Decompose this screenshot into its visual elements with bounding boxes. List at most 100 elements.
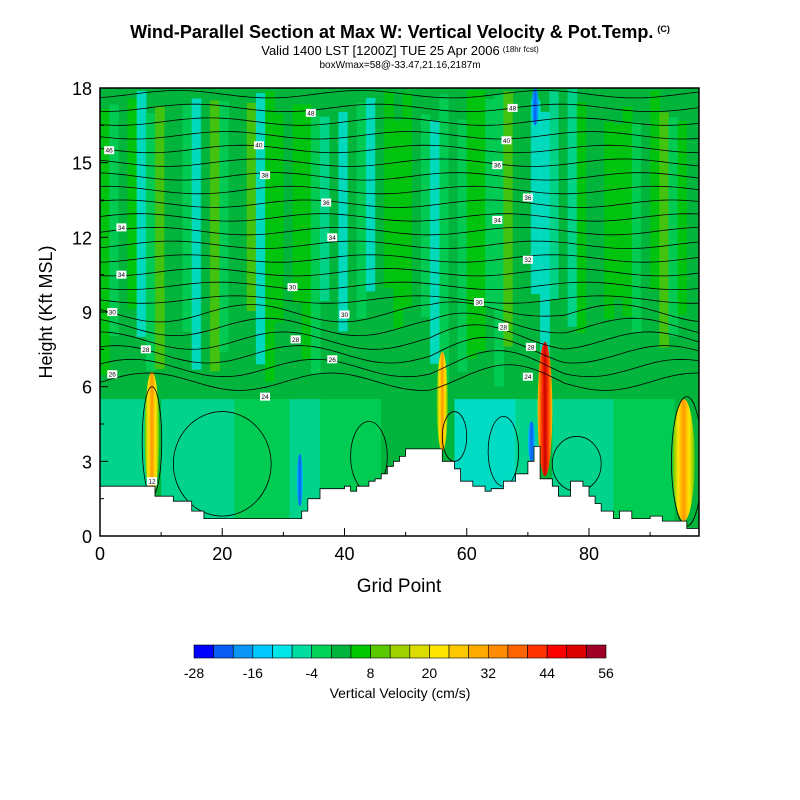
svg-text:40: 40 [503, 138, 511, 145]
svg-text:30: 30 [109, 310, 117, 317]
isentrope [100, 336, 699, 364]
velocity-band [246, 102, 257, 312]
velocity-band [210, 100, 220, 372]
colorbar-swatch [546, 644, 568, 659]
colorbar-swatch [487, 644, 509, 659]
svg-text:30: 30 [289, 285, 297, 292]
x-axis-label: Grid Point [357, 576, 442, 597]
y-tick-label: 0 [82, 527, 92, 547]
isentrope [100, 172, 699, 181]
isentrope [100, 103, 699, 112]
y-axis: 0 3 6 9 12 15 18 [72, 79, 108, 547]
contour-label: 28 [498, 322, 509, 331]
velocity-band [585, 107, 596, 345]
isentrope [100, 131, 699, 140]
colorbar-swatch [311, 644, 332, 659]
velocity-band [494, 94, 505, 387]
velocity-bands [100, 88, 699, 387]
colorbar: -28 -16 -4 8 20 32 44 56 [184, 644, 614, 681]
svg-text:26: 26 [329, 357, 337, 364]
colorbar-tick-label: -4 [305, 665, 318, 681]
velocity-band [365, 97, 376, 292]
y-tick-label: 6 [82, 378, 92, 398]
colorbar-swatch [586, 644, 607, 659]
colorbar-swatch [429, 644, 450, 659]
colorbar-tick-label: 44 [539, 665, 555, 681]
contour-label: 40 [501, 136, 512, 145]
valid-time-text: Valid 1400 LST [1200Z] TUE 25 Apr 2006 [261, 43, 500, 58]
svg-text:40: 40 [255, 143, 263, 150]
svg-text:38: 38 [261, 173, 269, 180]
y-tick-label: 18 [72, 79, 92, 99]
velocity-band [448, 88, 459, 334]
velocity-band [219, 101, 229, 352]
velocity-band [237, 105, 248, 364]
colorbar-tick-label: -28 [184, 665, 204, 681]
colorbar-tick-label: 20 [422, 665, 438, 681]
velocity-band [430, 120, 440, 364]
velocity-band [485, 99, 495, 308]
updraft-core [436, 351, 448, 452]
contour-label: 24 [260, 392, 271, 401]
updraft-core [144, 371, 160, 497]
isentrope [100, 301, 699, 323]
isentrope [100, 213, 699, 222]
velocity-band [640, 111, 651, 305]
isentrope [100, 295, 699, 304]
svg-text:30: 30 [341, 312, 349, 319]
colorbar-swatch [389, 644, 411, 659]
colorbar-swatch [193, 644, 214, 659]
velocity-band [173, 104, 184, 292]
isentrope [100, 350, 699, 378]
velocity-band [668, 117, 679, 337]
colorbar-swatch [213, 644, 234, 659]
isentrope [100, 117, 699, 126]
velocity-band [228, 122, 239, 363]
colorbar-swatch [527, 644, 548, 659]
velocity-band [274, 113, 284, 323]
velocity-band [191, 98, 202, 370]
velocity-band [686, 101, 697, 341]
updraft-core [672, 399, 695, 522]
contour-label: 34 [327, 233, 338, 242]
box-wmax-line: boxWmax=58@-33.47,21.16,2187m [319, 60, 481, 71]
colorbar-swatch [331, 644, 352, 659]
velocity-band [109, 104, 119, 337]
velocity-band [420, 114, 431, 318]
colorbar-swatch [370, 644, 391, 659]
colorbar-swatch [291, 644, 313, 659]
velocity-band [283, 100, 294, 344]
isentrope [100, 254, 699, 263]
isentrope [100, 364, 699, 391]
y-tick-label: 12 [72, 228, 92, 248]
velocity-band [466, 89, 477, 359]
velocity-band [521, 116, 532, 342]
velocity-band [503, 91, 514, 347]
velocity-band [292, 104, 303, 304]
colorbar-swatch [350, 644, 371, 659]
contour-label: 48 [305, 108, 316, 117]
svg-text:34: 34 [118, 225, 126, 232]
isentrope [100, 281, 699, 290]
x-tick-label: 60 [457, 544, 477, 564]
svg-text:28: 28 [527, 344, 535, 351]
y-tick-label: 15 [72, 154, 92, 174]
colorbar-swatch [409, 644, 430, 659]
isentrope [100, 90, 699, 99]
contour-label: 24 [522, 372, 533, 381]
velocity-band [402, 92, 413, 308]
isentrope [100, 226, 699, 236]
velocity-band [393, 120, 404, 329]
colorbar-tick-label: 56 [598, 665, 614, 681]
velocity-band [622, 106, 633, 317]
velocity-band [475, 90, 486, 352]
y-tick-label: 9 [82, 303, 92, 323]
velocity-band [540, 111, 550, 360]
contour-label: 36 [321, 198, 332, 207]
contour-label: 12 [146, 477, 157, 486]
isentrope [100, 240, 699, 249]
contour-label: 46 [104, 146, 115, 155]
velocity-band [512, 105, 523, 346]
velocity-band [558, 90, 569, 369]
colorbar-swatch [252, 644, 273, 659]
